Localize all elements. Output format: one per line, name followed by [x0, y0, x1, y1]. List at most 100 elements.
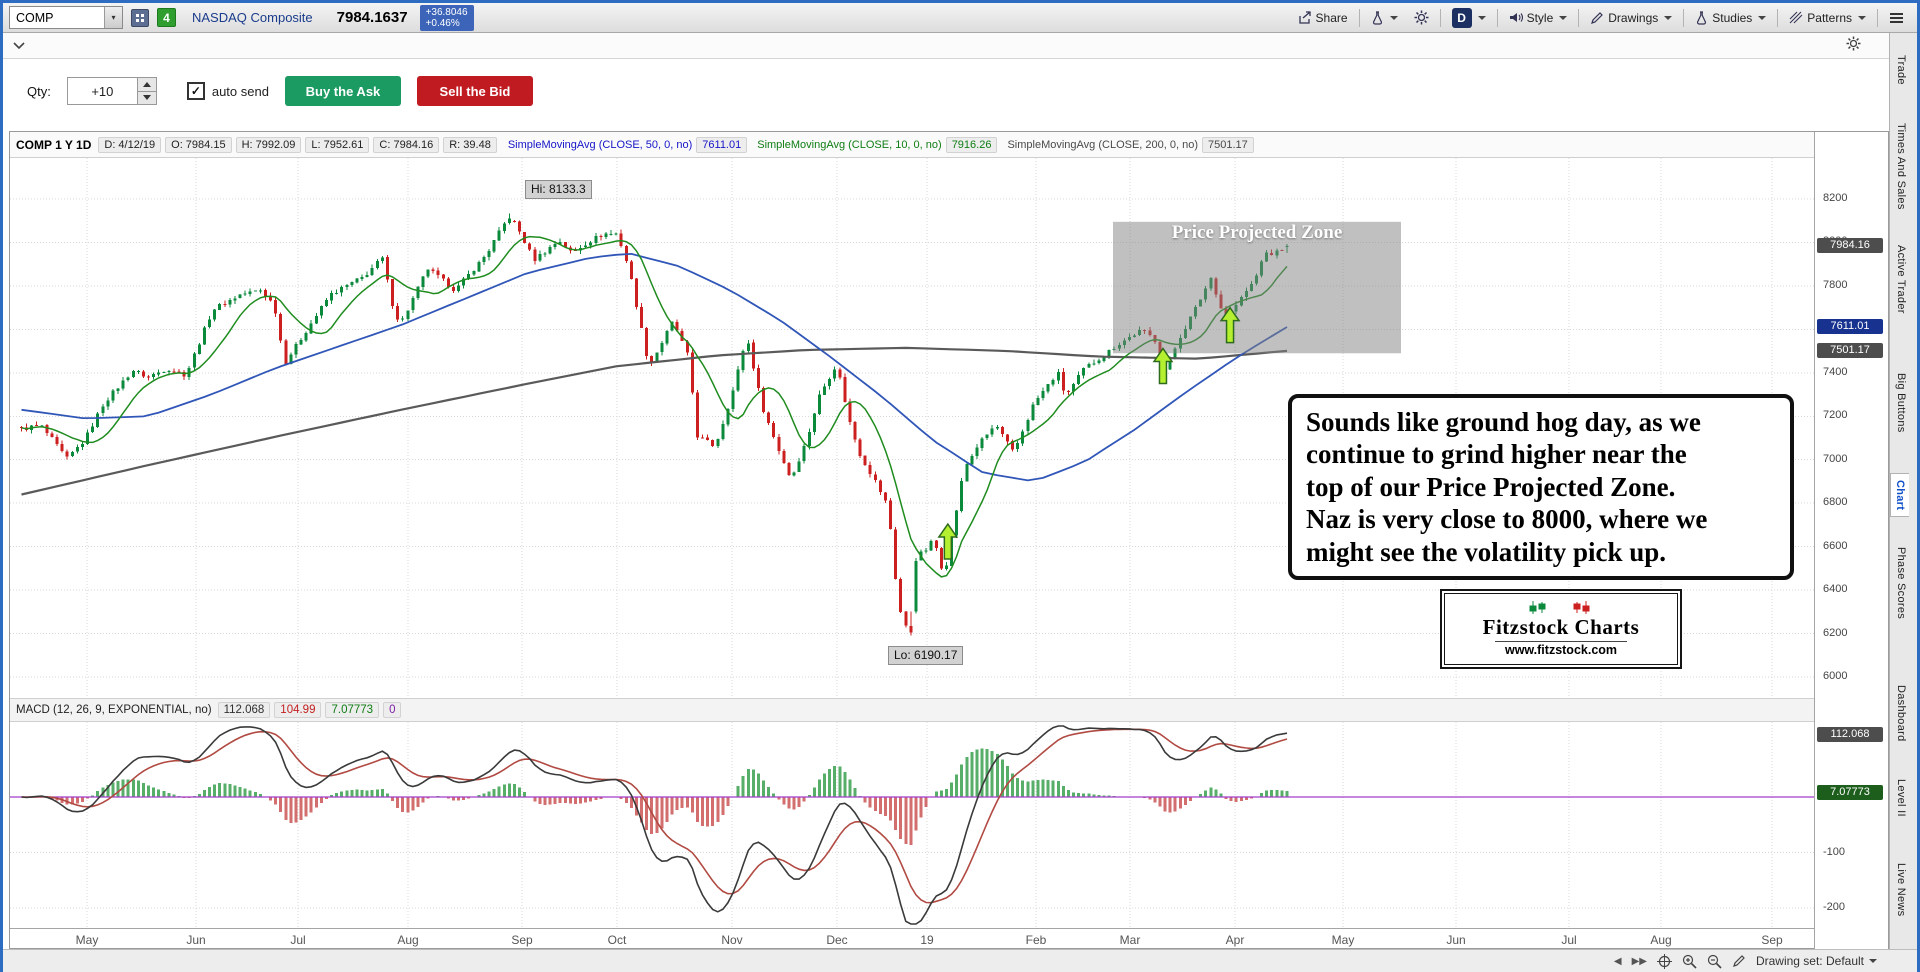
macd-badge: 112.068 [1817, 726, 1883, 742]
sidebar-tab-big-buttons[interactable]: Big Buttons [1895, 373, 1907, 433]
chevron-down-icon[interactable] [13, 41, 25, 50]
sidebar-tab-dashboard[interactable]: Dashboard [1895, 685, 1907, 742]
time-axis-label: Nov [721, 933, 743, 947]
time-axis-label: Aug [1650, 933, 1672, 947]
separator [1683, 8, 1685, 27]
time-axis-label: Jul [290, 933, 306, 947]
chart-title: COMP 1 Y 1D [16, 137, 92, 152]
high-price-label: Hi: 8133.3 [525, 180, 592, 199]
hamburger-icon [1890, 12, 1903, 23]
study-readouts: SimpleMovingAvg (CLOSE, 50, 0, no) 7611.0… [502, 136, 1254, 153]
price-tick-label: 7400 [1823, 365, 1848, 378]
time-axis-label: Jul [1561, 933, 1577, 947]
last-price: 7984.1637 [336, 9, 408, 26]
symbol-input[interactable]: COMP [16, 10, 54, 25]
price-badge: 7611.01 [1817, 318, 1883, 334]
sidebar-tab-active-trader[interactable]: Active Trader [1895, 245, 1907, 314]
price-projected-zone[interactable] [1113, 221, 1401, 354]
buy-signal-arrow[interactable] [1219, 306, 1241, 344]
price-tick-label: 6000 [1823, 670, 1848, 682]
timeframe-button[interactable]: D [1447, 6, 1491, 30]
share-icon [1298, 10, 1311, 24]
macd-histogram [25, 748, 1289, 846]
time-axis-label: Jun [186, 933, 206, 947]
auto-send-checkbox[interactable]: ✓ auto send [186, 82, 269, 100]
macd-signal-line [21, 728, 1288, 904]
note-line: might see the volatility pick up. [1306, 536, 1667, 567]
pencil-icon[interactable] [1732, 954, 1746, 968]
studies-button[interactable]: Studies [1690, 9, 1771, 27]
top-toolbar: COMP ▾ 4 NASDAQ Composite 7984.1637 +36.… [3, 3, 1917, 33]
chart-settings-gear-button[interactable] [1846, 36, 1861, 56]
quantity-decrement-button[interactable] [137, 91, 156, 104]
logo-candles-icon [1529, 601, 1590, 614]
style-button[interactable]: Style [1504, 9, 1573, 27]
zoom-in-icon[interactable] [1682, 954, 1697, 969]
macd-title: MACD (12, 26, 9, EXPONENTIAL, no) [16, 704, 212, 716]
link-group-badge[interactable]: 4 [157, 8, 176, 27]
sidebar-tab-trade[interactable]: Trade [1895, 55, 1907, 85]
symbol-combo[interactable]: COMP ▾ [9, 6, 123, 29]
flask-icon [1697, 10, 1707, 25]
symbol-dropdown-button[interactable]: ▾ [104, 7, 122, 28]
quantity-stepper[interactable]: +10 [66, 77, 157, 105]
ohlc-field: D: 4/12/19 [98, 136, 162, 153]
pencil-icon [1591, 11, 1604, 24]
time-axis-label: Oct [607, 933, 627, 947]
note-line: Naz is very close to 8000, where we [1306, 504, 1708, 535]
zoom-out-icon[interactable] [1707, 954, 1722, 969]
crosshair-zoom-icon[interactable] [1656, 953, 1672, 969]
macd-value: 7.07773 [325, 702, 380, 718]
macd-chart[interactable] [10, 722, 1814, 928]
logo-site: www.fitzstock.com [1494, 641, 1628, 657]
time-axis-label: Mar [1119, 933, 1141, 947]
pan-right-button[interactable]: ▶▶ [1631, 955, 1647, 967]
time-axis-label: Jun [1446, 933, 1466, 947]
sidebar-tab-times-and-sales[interactable]: Times And Sales [1895, 123, 1907, 210]
gear-icon [1414, 10, 1429, 25]
study-value: 7611.01 [696, 136, 748, 153]
time-axis-label: 19 [920, 933, 934, 947]
sidebar-tab-chart[interactable]: Chart [1890, 473, 1909, 518]
settings-gear-button[interactable] [1409, 8, 1434, 27]
time-axis-label: Aug [397, 933, 419, 947]
time-axis[interactable]: May Jun Jul Aug Sep Oct Nov Dec 19 Feb Mar Apr May Ju… [10, 928, 1814, 950]
price-axis[interactable]: 8200800078007600740072007000680066006400… [1814, 132, 1888, 950]
logo-title: Fitzstock Charts [1482, 615, 1640, 639]
share-button[interactable]: Share [1293, 9, 1353, 27]
buy-the-ask-button[interactable]: Buy the Ask [284, 76, 401, 106]
study-value: 7501.17 [1202, 136, 1254, 153]
sma-10-line [21, 235, 1288, 578]
drawing-set-selector[interactable]: Drawing set: Default [1756, 954, 1877, 968]
separator [1439, 8, 1441, 27]
sidebar-tab-live-news[interactable]: Live News [1895, 863, 1907, 917]
time-axis-label: Sep [1761, 933, 1783, 947]
note-line: continue to grind higher near the [1306, 439, 1687, 470]
quantity-increment-button[interactable] [137, 78, 156, 92]
sell-the-bid-button[interactable]: Sell the Bid [416, 76, 533, 106]
ohlc-field: C: 7984.16 [373, 136, 440, 153]
sidebar-tab-level-ii[interactable]: Level II [1895, 779, 1907, 817]
chart-header-bar: COMP 1 Y 1D D: 4/12/19 O: 7984.15 H: 7992.… [10, 132, 1888, 158]
quantity-value[interactable]: +10 [91, 83, 114, 99]
watchlist-grid-button[interactable] [131, 8, 149, 27]
note-line: top of our Price Projected Zone. [1306, 471, 1676, 502]
macd-tick-label: -100 [1823, 845, 1846, 858]
sma-50-line [21, 252, 1288, 482]
alerts-flask-button[interactable] [1366, 9, 1403, 27]
buy-signal-arrow[interactable] [1152, 347, 1174, 385]
sidebar-tab-phase-scores[interactable]: Phase Scores [1895, 547, 1907, 620]
qty-label: Qty: [27, 83, 51, 99]
buy-signal-arrow[interactable] [937, 522, 959, 560]
price-tick-label: 6400 [1823, 583, 1848, 596]
pan-left-button[interactable]: ◀ [1613, 955, 1622, 967]
price-badge: 7501.17 [1817, 342, 1883, 358]
patterns-button[interactable]: Patterns [1784, 9, 1871, 27]
analyst-note[interactable]: Sounds like ground hog day, as we continu… [1288, 394, 1794, 580]
gear-icon [1846, 36, 1861, 50]
macd-value: 104.99 [274, 702, 322, 718]
time-axis-label: Apr [1225, 933, 1245, 947]
drawings-button[interactable]: Drawings [1585, 9, 1677, 27]
checkbox-checked-icon: ✓ [186, 82, 205, 100]
main-menu-button[interactable] [1884, 10, 1909, 26]
